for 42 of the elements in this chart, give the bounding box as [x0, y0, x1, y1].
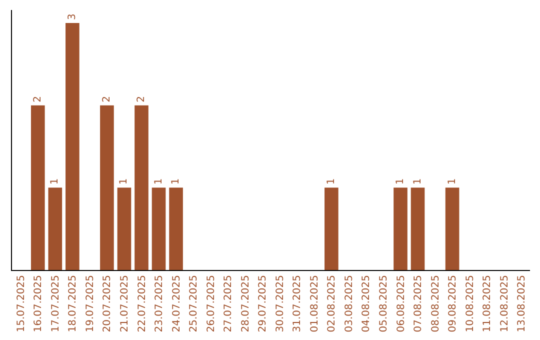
- x-tick-label: 09.08.2025: [448, 275, 459, 332]
- data-label: 1: [326, 178, 337, 185]
- x-tick-label: 20.07.2025: [102, 275, 114, 332]
- x-tick-label: 16.07.2025: [33, 275, 44, 332]
- x-tick-label: 05.08.2025: [378, 275, 390, 332]
- x-tick-label: 25.07.2025: [188, 275, 200, 332]
- x-tick-label: 01.08.2025: [309, 275, 320, 332]
- data-label: 1: [170, 178, 182, 185]
- data-label: 2: [101, 96, 112, 102]
- x-tick-label: 31.07.2025: [292, 275, 304, 332]
- x-tick-label: 23.07.2025: [154, 275, 166, 332]
- x-tick-label: 19.07.2025: [84, 275, 96, 332]
- x-tick-label: 17.07.2025: [50, 275, 62, 332]
- x-tick-label: 02.08.2025: [326, 275, 338, 332]
- x-tick-label: 24.07.2025: [171, 275, 182, 332]
- x-tick-label: 22.07.2025: [136, 275, 148, 332]
- x-tick-label: 21.07.2025: [119, 275, 130, 332]
- x-tick-label: 07.08.2025: [413, 275, 424, 332]
- x-tick-label: 03.08.2025: [344, 275, 355, 332]
- x-tick-label: 10.08.2025: [464, 275, 476, 332]
- data-label: 1: [395, 178, 406, 185]
- x-tick-label: 29.07.2025: [258, 275, 269, 332]
- x-tick-label: 13.08.2025: [516, 275, 528, 332]
- data-label: 1: [446, 178, 458, 185]
- x-tick-label: 27.07.2025: [223, 275, 234, 332]
- x-tick-label: 04.08.2025: [361, 275, 372, 332]
- data-label: 1: [118, 178, 130, 185]
- data-label: 2: [32, 96, 44, 102]
- data-label: 2: [136, 96, 147, 102]
- x-tick-label: 28.07.2025: [240, 275, 252, 332]
- x-tick-label: 26.07.2025: [206, 275, 217, 332]
- x-tick-label: 11.08.2025: [482, 275, 494, 332]
- x-tick-label: 18.07.2025: [68, 275, 79, 332]
- data-label: 3: [66, 14, 78, 20]
- x-tick-label: 12.08.2025: [499, 275, 510, 332]
- data-label: 1: [153, 178, 164, 185]
- data-label: 1: [50, 178, 61, 185]
- x-tick-label: 30.07.2025: [274, 275, 286, 332]
- x-tick-label: 06.08.2025: [396, 275, 407, 332]
- data-label: 1: [412, 178, 424, 185]
- x-tick-label: 15.07.2025: [16, 275, 27, 332]
- x-tick-label: 08.08.2025: [430, 275, 442, 332]
